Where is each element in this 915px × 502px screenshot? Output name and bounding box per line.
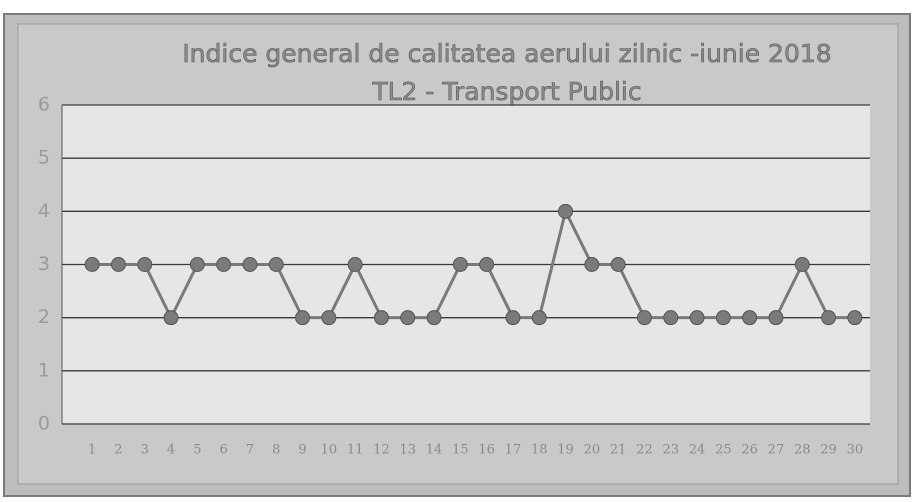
data-point bbox=[636, 310, 652, 326]
y-tick-label: 3 bbox=[38, 253, 50, 275]
x-tick-label: 22 bbox=[636, 443, 653, 458]
data-point bbox=[163, 310, 179, 326]
data-point bbox=[479, 257, 495, 272]
x-tick-label: 5 bbox=[193, 443, 201, 458]
chart-title: Indice general de calitatea aerului ziln… bbox=[182, 39, 831, 68]
data-point bbox=[794, 257, 810, 272]
x-tick-label: 9 bbox=[298, 443, 306, 458]
x-tick-label: 8 bbox=[272, 443, 280, 458]
x-tick-label: 30 bbox=[847, 443, 864, 458]
x-tick-label: 7 bbox=[246, 443, 254, 458]
data-point bbox=[268, 257, 284, 272]
data-point bbox=[400, 310, 416, 326]
data-point bbox=[715, 310, 731, 326]
data-point bbox=[216, 257, 232, 272]
x-tick-label: 15 bbox=[452, 443, 469, 458]
chart-subtitle: TL2 - Transport Public bbox=[371, 77, 641, 106]
y-tick-label: 2 bbox=[38, 306, 50, 328]
x-tick-label: 6 bbox=[220, 443, 228, 458]
data-point bbox=[321, 310, 337, 326]
x-tick-label: 1 bbox=[88, 443, 96, 458]
data-point bbox=[689, 310, 705, 326]
x-tick-label: 13 bbox=[399, 443, 416, 458]
data-point bbox=[505, 310, 521, 326]
x-tick-label: 28 bbox=[794, 443, 811, 458]
x-tick-label: 29 bbox=[820, 443, 837, 458]
x-tick-label: 20 bbox=[584, 443, 601, 458]
y-tick-label: 5 bbox=[38, 147, 50, 169]
data-point bbox=[768, 310, 784, 326]
x-tick-label: 21 bbox=[610, 443, 627, 458]
data-point bbox=[663, 310, 679, 326]
x-tick-label: 17 bbox=[505, 443, 522, 458]
x-tick-label: 12 bbox=[373, 443, 390, 458]
data-point bbox=[84, 257, 100, 272]
data-point bbox=[584, 257, 600, 272]
data-point bbox=[426, 310, 442, 326]
x-tick-label: 25 bbox=[715, 443, 732, 458]
data-point bbox=[242, 257, 258, 272]
x-tick-label: 16 bbox=[478, 443, 495, 458]
data-point bbox=[452, 257, 468, 272]
x-tick-label: 24 bbox=[689, 443, 706, 458]
data-point bbox=[347, 257, 363, 272]
y-tick-label: 6 bbox=[38, 94, 50, 116]
y-tick-label: 1 bbox=[38, 359, 50, 381]
x-tick-label: 11 bbox=[347, 443, 364, 458]
data-point bbox=[189, 257, 205, 272]
x-tick-label: 3 bbox=[141, 443, 149, 458]
x-tick-label: 18 bbox=[531, 443, 548, 458]
data-point bbox=[295, 310, 311, 326]
y-tick-label: 0 bbox=[38, 413, 50, 435]
data-point bbox=[531, 310, 547, 326]
data-point bbox=[821, 310, 837, 326]
x-tick-label: 2 bbox=[114, 443, 122, 458]
data-point bbox=[610, 257, 626, 272]
x-tick-label: 14 bbox=[426, 443, 443, 458]
x-tick-label: 4 bbox=[167, 443, 175, 458]
data-point bbox=[742, 310, 758, 326]
x-tick-label: 19 bbox=[557, 443, 574, 458]
x-tick-label: 26 bbox=[741, 443, 758, 458]
data-point bbox=[110, 257, 126, 272]
x-tick-label: 23 bbox=[662, 443, 679, 458]
data-point bbox=[847, 310, 863, 326]
y-tick-label: 4 bbox=[38, 200, 50, 222]
data-point bbox=[373, 310, 389, 326]
data-point bbox=[558, 203, 574, 219]
x-tick-label: 10 bbox=[321, 443, 338, 458]
x-tick-label: 27 bbox=[768, 443, 785, 458]
data-point bbox=[137, 257, 153, 272]
